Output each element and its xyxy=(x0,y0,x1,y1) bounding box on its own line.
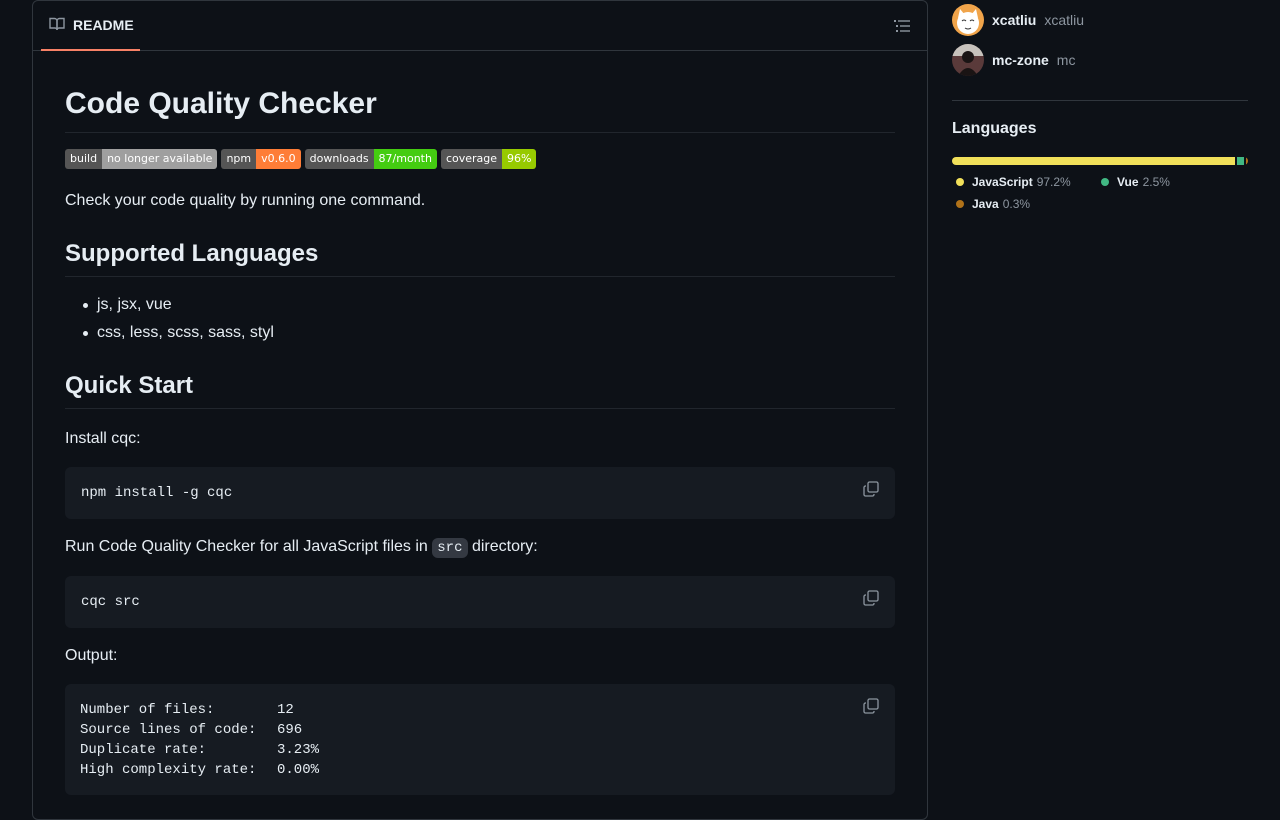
languages-progress-bar xyxy=(952,157,1248,165)
badge-key: downloads xyxy=(304,149,374,169)
language-bar-segment xyxy=(1246,157,1248,165)
badge-value: v0.6.0 xyxy=(256,149,301,169)
output-row-value: 3.23% xyxy=(277,742,320,758)
language-color-dot xyxy=(956,200,964,208)
language-name: JavaScript xyxy=(972,175,1033,189)
language-color-dot xyxy=(956,178,964,186)
badge-key: npm xyxy=(221,149,257,169)
run-text: Run Code Quality Checker for all JavaScr… xyxy=(65,535,895,560)
sidebar-divider xyxy=(952,100,1248,101)
run-text-before: Run Code Quality Checker for all JavaScr… xyxy=(65,538,428,555)
readme-tab[interactable]: README xyxy=(41,1,140,51)
outline-list-icon[interactable] xyxy=(893,17,911,35)
language-percent: 97.2% xyxy=(1036,175,1071,189)
languages-heading: Languages xyxy=(952,120,1037,137)
book-icon xyxy=(49,16,65,35)
output-row-label: Duplicate rate: xyxy=(80,742,207,758)
output-code-block: Number of files: 12 Source lines of code… xyxy=(65,684,895,795)
run-text-after: directory: xyxy=(471,538,538,555)
copy-icon[interactable] xyxy=(863,698,879,714)
install-command[interactable]: npm install -g cqc xyxy=(81,485,233,501)
contributor-login[interactable]: mc-zone xyxy=(992,52,1049,68)
language-bar-segment xyxy=(952,157,1235,165)
copy-icon[interactable] xyxy=(863,481,879,497)
badge-key: coverage xyxy=(440,149,503,169)
avatar[interactable] xyxy=(952,4,984,36)
output-row-label: Number of files: xyxy=(80,702,215,718)
language-vue[interactable]: Vue 2.5% xyxy=(1101,175,1170,189)
output-row-label: Source lines of code: xyxy=(80,722,257,738)
avatar[interactable] xyxy=(952,44,984,76)
supported-languages-heading: Supported Languages xyxy=(65,239,895,277)
build-badge[interactable]: build no longer available xyxy=(65,149,218,169)
readme-title: Code Quality Checker xyxy=(65,87,895,133)
language-javascript[interactable]: JavaScript 97.2% xyxy=(956,175,1071,189)
intro-text: Check your code quality by running one c… xyxy=(65,192,426,209)
output-row-label: High complexity rate: xyxy=(80,762,257,778)
language-bar-segment xyxy=(1236,157,1244,165)
output-row-value: 12 xyxy=(277,702,294,718)
output-row-value: 696 xyxy=(277,722,303,738)
contributor-name: mc xyxy=(1056,52,1076,68)
output-row: Source lines of code: 696 xyxy=(80,720,880,740)
list-item: js, jsx, vue xyxy=(65,291,895,319)
output-row: Duplicate rate: 3.23% xyxy=(80,740,880,760)
output-row: Number of files: 12 xyxy=(80,700,880,720)
run-code-block: cqc src xyxy=(65,576,895,628)
copy-icon[interactable] xyxy=(863,590,879,606)
install-code-block: npm install -g cqc xyxy=(65,467,895,519)
language-percent: 0.3% xyxy=(1002,197,1031,211)
output-label: Output: xyxy=(65,647,118,664)
badge-row: build no longer available npm v0.6.0 dow… xyxy=(65,149,895,169)
contributor-xcatliu[interactable]: xcatliu xcatliu xyxy=(952,4,1084,36)
run-command[interactable]: cqc src xyxy=(81,594,140,610)
badge-value: 96% xyxy=(502,149,537,169)
coverage-badge[interactable]: coverage 96% xyxy=(440,149,537,169)
language-java[interactable]: Java 0.3% xyxy=(956,197,1030,211)
inline-code: src xyxy=(432,538,468,558)
contributor-mc-zone[interactable]: mc-zone mc xyxy=(952,44,1075,76)
contributor-name: xcatliu xyxy=(1044,12,1085,28)
list-item: css, less, scss, sass, styl xyxy=(65,319,895,347)
readme-content: Code Quality Checker build no longer ava… xyxy=(65,51,895,795)
npm-badge[interactable]: npm v0.6.0 xyxy=(221,149,301,169)
downloads-badge[interactable]: downloads 87/month xyxy=(304,149,437,169)
language-percent: 2.5% xyxy=(1142,175,1170,189)
language-color-dot xyxy=(1101,178,1109,186)
readme-tab-label: README xyxy=(73,17,134,33)
output-row: High complexity rate: 0.00% xyxy=(80,760,880,780)
install-text: Install cqc: xyxy=(65,430,141,447)
badge-value: no longer available xyxy=(102,149,218,169)
badge-key: build xyxy=(65,149,103,169)
badge-value: 87/month xyxy=(373,149,437,169)
quick-start-heading: Quick Start xyxy=(65,371,895,409)
language-name: Java xyxy=(972,197,999,211)
readme-header: README xyxy=(33,1,927,51)
readme-panel: README Code Quality Checker build no lon… xyxy=(32,0,928,820)
output-row-value: 0.00% xyxy=(277,762,320,778)
supported-languages-list: js, jsx, vue css, less, scss, sass, styl xyxy=(65,291,895,347)
language-name: Vue xyxy=(1117,175,1139,189)
contributor-login[interactable]: xcatliu xyxy=(992,12,1037,28)
